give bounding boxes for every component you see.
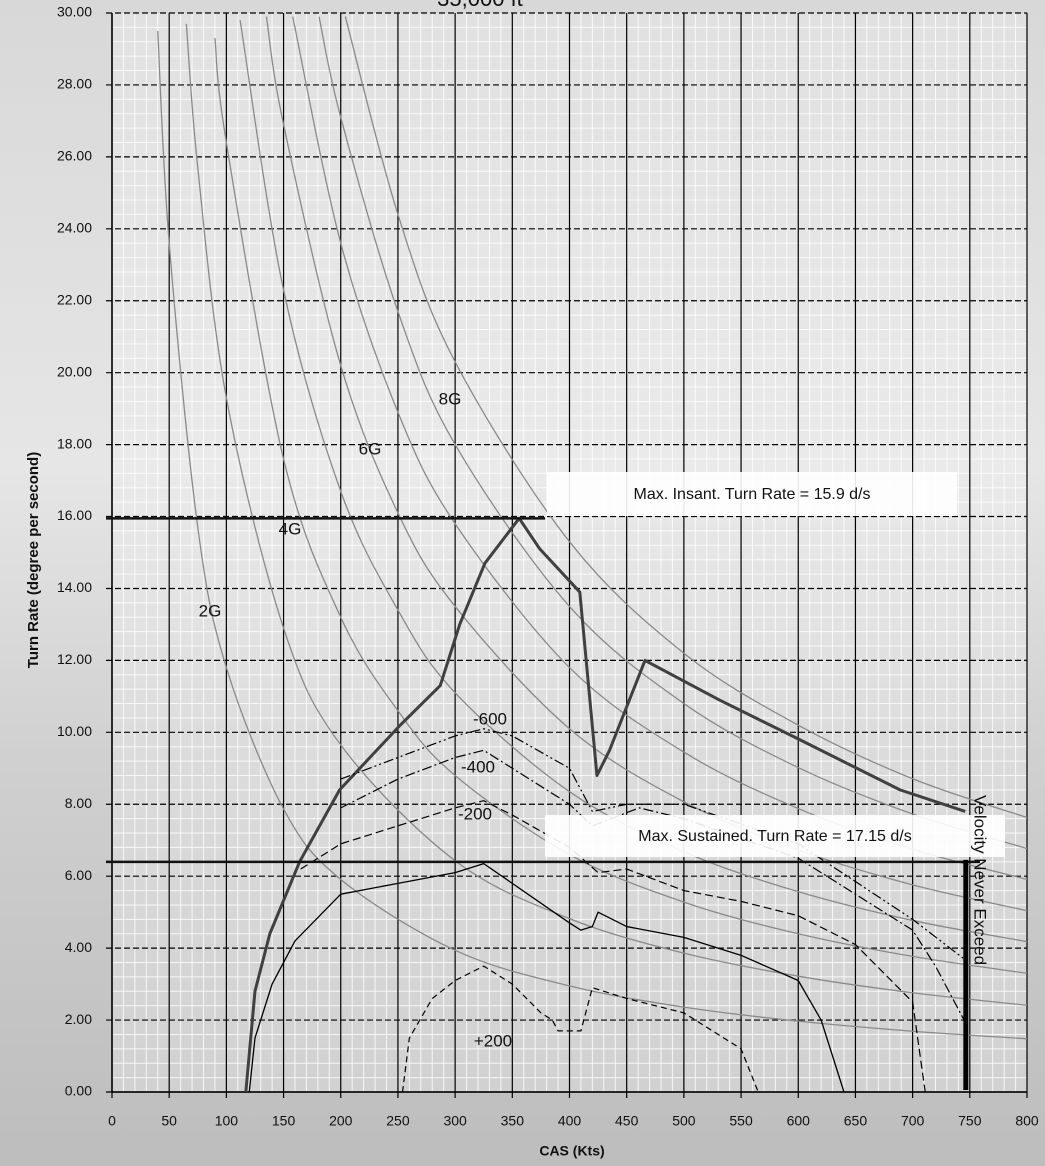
x-tick-label: 550 [729,1113,753,1129]
x-tick-label: 100 [215,1113,239,1129]
series-label: 8G [439,389,462,408]
series-line [185,23,1028,1006]
annotation: Velocity Never Exceed [971,795,990,965]
series [157,16,1028,1093]
y-axis-title: Turn Rate (degree per second) [25,452,42,668]
x-tick-label: 600 [787,1113,811,1129]
series-label: -600 [473,709,507,728]
series-line [157,30,1028,1040]
series-line [239,20,1028,943]
annotation-box [547,472,957,516]
x-tick-label: 0 [108,1113,116,1129]
x-tick-label: 750 [958,1113,982,1129]
series-label: +200 [474,1031,512,1050]
series-label: 2G [199,601,222,620]
series-label: 6G [359,439,382,458]
y-tick-label: 20.00 [57,363,92,379]
series-line [300,800,926,1093]
y-tick-label: 30.00 [57,4,92,20]
y-tick-label: 16.00 [57,507,92,523]
x-tick-label: 350 [501,1113,525,1129]
y-tick-label: 2.00 [65,1011,92,1027]
y-tick-label: 24.00 [57,220,92,236]
y-tick-label: 8.00 [65,795,92,811]
x-tick-label: 250 [386,1113,410,1129]
y-tick-label: 6.00 [65,867,92,883]
x-axis-title: CAS (Kts) [539,1143,604,1159]
series-label: 4G [279,519,302,538]
x-tick-label: 800 [1015,1113,1039,1129]
series-line [318,16,1028,850]
x-tick-label: 700 [901,1113,925,1129]
y-tick-label: 4.00 [65,939,92,955]
annotation-box [545,815,1005,857]
annotations: 2G 4G 6G 8G -200 -400 -600 +200 Max. Insant. Tur… [106,389,1005,1090]
annotation: Max. Insant. Turn Rate = 15.9 d/s [633,486,870,503]
chart-title: 35,000 ft [437,0,523,11]
series-line [344,16,1028,819]
series-label: -400 [461,757,495,776]
x-tick-label: 200 [329,1113,353,1129]
series-line [401,965,759,1093]
grid [106,12,1028,1098]
y-tick-label: 26.00 [57,148,92,164]
y-tick-label: 12.00 [57,651,92,667]
y-tick-label: 0.00 [65,1083,92,1099]
y-tick-label: 18.00 [57,435,92,451]
y-tick-label: 22.00 [57,291,92,307]
x-tick-label: 500 [672,1113,696,1129]
x-tick-label: 150 [272,1113,296,1129]
y-tick-label: 28.00 [57,76,92,92]
x-tick-label: 450 [615,1113,639,1129]
annotation: Max. Sustained. Turn Rate = 17.15 d/s [638,828,912,845]
x-tick-label: 50 [161,1113,177,1129]
series-line [214,38,1028,974]
series-line [248,862,845,1093]
y-tick-label: 14.00 [57,579,92,595]
x-tick-label: 300 [443,1113,467,1129]
y-tick-label: 10.00 [57,723,92,739]
series-label: -200 [458,804,492,823]
x-tick-label: 400 [558,1113,582,1129]
x-tick-label: 650 [844,1113,868,1129]
